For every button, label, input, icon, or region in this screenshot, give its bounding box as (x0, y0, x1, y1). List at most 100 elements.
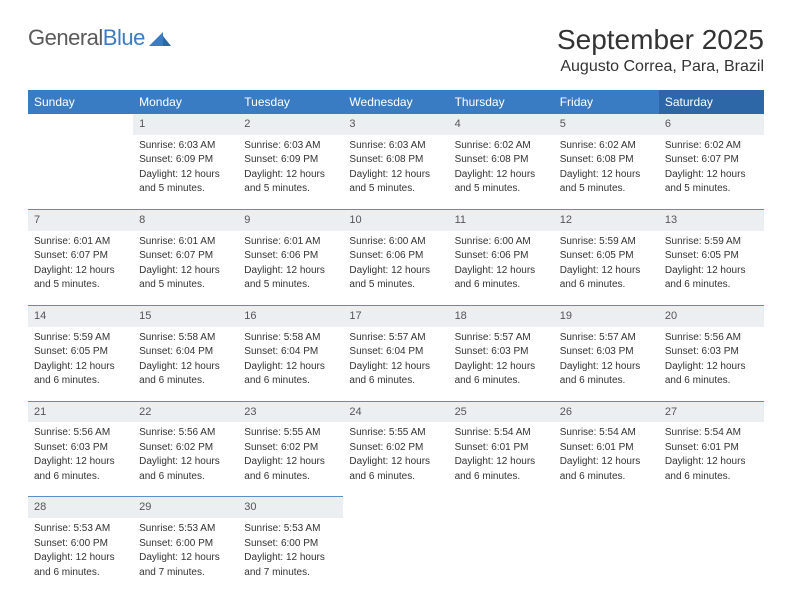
day-number: 7 (28, 209, 133, 231)
detail-daylight1: Daylight: 12 hours (455, 264, 548, 278)
detail-sunrise: Sunrise: 6:00 AM (349, 235, 442, 249)
detail-sunrise: Sunrise: 5:55 AM (349, 426, 442, 440)
day-cell: 21Sunrise: 5:56 AMSunset: 6:03 PMDayligh… (28, 401, 133, 497)
detail-daylight2: and 5 minutes. (349, 278, 442, 292)
detail-sunset: Sunset: 6:07 PM (139, 249, 232, 263)
day-header-wed: Wednesday (343, 90, 448, 114)
detail-sunrise: Sunrise: 6:01 AM (34, 235, 127, 249)
detail-daylight1: Daylight: 12 hours (455, 455, 548, 469)
day-number: 9 (238, 209, 343, 231)
detail-daylight1: Daylight: 12 hours (34, 455, 127, 469)
detail-daylight1: Daylight: 12 hours (455, 360, 548, 374)
detail-sunrise: Sunrise: 5:59 AM (560, 235, 653, 249)
day-cell: 19Sunrise: 5:57 AMSunset: 6:03 PMDayligh… (554, 305, 659, 401)
day-details: Sunrise: 6:03 AMSunset: 6:09 PMDaylight:… (133, 135, 238, 209)
day-number: 21 (28, 401, 133, 423)
day-cell: 28Sunrise: 5:53 AMSunset: 6:00 PMDayligh… (28, 496, 133, 592)
day-details: Sunrise: 5:54 AMSunset: 6:01 PMDaylight:… (554, 422, 659, 496)
detail-daylight2: and 5 minutes. (244, 182, 337, 196)
detail-daylight2: and 6 minutes. (139, 470, 232, 484)
page-header: GeneralBlue September 2025 Augusto Corre… (28, 24, 764, 76)
day-details: Sunrise: 5:54 AMSunset: 6:01 PMDaylight:… (449, 422, 554, 496)
day-number: 19 (554, 305, 659, 327)
day-details: Sunrise: 5:59 AMSunset: 6:05 PMDaylight:… (659, 231, 764, 305)
day-number: 30 (238, 496, 343, 518)
week-row: 28Sunrise: 5:53 AMSunset: 6:00 PMDayligh… (28, 496, 764, 592)
day-cell: 24Sunrise: 5:55 AMSunset: 6:02 PMDayligh… (343, 401, 448, 497)
day-details: Sunrise: 5:54 AMSunset: 6:01 PMDaylight:… (659, 422, 764, 496)
day-details: Sunrise: 5:56 AMSunset: 6:03 PMDaylight:… (659, 327, 764, 401)
detail-daylight1: Daylight: 12 hours (560, 455, 653, 469)
day-cell: 30 Sunrise: 5:53 AMSunset: 6:00 PMDayligh… (238, 496, 343, 592)
detail-sunset: Sunset: 6:04 PM (244, 345, 337, 359)
detail-daylight1: Daylight: 12 hours (139, 551, 232, 565)
detail-daylight1: Daylight: 12 hours (244, 360, 337, 374)
day-cell: 16Sunrise: 5:58 AMSunset: 6:04 PMDayligh… (238, 305, 343, 401)
day-cell: 5Sunrise: 6:02 AMSunset: 6:08 PMDaylight… (554, 114, 659, 209)
detail-daylight1: Daylight: 12 hours (665, 168, 758, 182)
day-details: Sunrise: 5:56 AMSunset: 6:02 PMDaylight:… (133, 422, 238, 496)
day-details: Sunrise: 5:55 AMSunset: 6:02 PMDaylight:… (343, 422, 448, 496)
detail-sunrise: Sunrise: 5:56 AM (34, 426, 127, 440)
detail-daylight1: Daylight: 12 hours (34, 551, 127, 565)
detail-sunset: Sunset: 6:00 PM (34, 537, 127, 551)
day-cell: 29Sunrise: 5:53 AMSunset: 6:00 PMDayligh… (133, 496, 238, 592)
detail-sunrise: Sunrise: 6:02 AM (560, 139, 653, 153)
day-header-thu: Thursday (449, 90, 554, 114)
detail-daylight2: and 6 minutes. (349, 470, 442, 484)
detail-sunset: Sunset: 6:03 PM (560, 345, 653, 359)
logo-triangle-icon (149, 26, 171, 52)
day-details: Sunrise: 5:58 AMSunset: 6:04 PMDaylight:… (133, 327, 238, 401)
detail-sunrise: Sunrise: 6:02 AM (665, 139, 758, 153)
day-number: 26 (554, 401, 659, 423)
detail-daylight2: and 6 minutes. (139, 374, 232, 388)
day-cell: 7Sunrise: 6:01 AMSunset: 6:07 PMDaylight… (28, 209, 133, 305)
day-header-sat: Saturday (659, 90, 764, 114)
day-number: 12 (554, 209, 659, 231)
day-number: 15 (133, 305, 238, 327)
detail-sunset: Sunset: 6:00 PM (244, 537, 337, 551)
day-number: 13 (659, 209, 764, 231)
detail-sunset: Sunset: 6:05 PM (560, 249, 653, 263)
detail-daylight2: and 7 minutes. (139, 566, 232, 580)
day-number: 1 (133, 114, 238, 135)
detail-daylight1: Daylight: 12 hours (665, 455, 758, 469)
day-number: 11 (449, 209, 554, 231)
day-cell: 15Sunrise: 5:58 AMSunset: 6:04 PMDayligh… (133, 305, 238, 401)
day-header-tue: Tuesday (238, 90, 343, 114)
day-number: 18 (449, 305, 554, 327)
day-header-mon: Monday (133, 90, 238, 114)
detail-daylight2: and 6 minutes. (349, 374, 442, 388)
day-cell: 17Sunrise: 5:57 AMSunset: 6:04 PMDayligh… (343, 305, 448, 401)
detail-daylight2: and 5 minutes. (34, 278, 127, 292)
detail-daylight2: and 6 minutes. (560, 374, 653, 388)
day-number: 6 (659, 114, 764, 135)
day-number: 24 (343, 401, 448, 423)
detail-daylight2: and 6 minutes. (34, 470, 127, 484)
detail-sunset: Sunset: 6:02 PM (349, 441, 442, 455)
day-number: 2 (238, 114, 343, 135)
day-details: Sunrise: 5:55 AMSunset: 6:02 PMDaylight:… (238, 422, 343, 496)
detail-sunrise: Sunrise: 5:57 AM (560, 331, 653, 345)
detail-sunset: Sunset: 6:06 PM (455, 249, 548, 263)
detail-daylight1: Daylight: 12 hours (244, 551, 337, 565)
day-cell (659, 496, 764, 592)
day-cell: 12Sunrise: 5:59 AMSunset: 6:05 PMDayligh… (554, 209, 659, 305)
detail-sunset: Sunset: 6:03 PM (665, 345, 758, 359)
day-details: Sunrise: 5:57 AMSunset: 6:03 PMDaylight:… (554, 327, 659, 401)
detail-sunrise: Sunrise: 5:53 AM (244, 522, 337, 536)
detail-sunrise: Sunrise: 6:03 AM (139, 139, 232, 153)
day-details: Sunrise: 6:00 AMSunset: 6:06 PMDaylight:… (343, 231, 448, 305)
detail-daylight1: Daylight: 12 hours (139, 264, 232, 278)
detail-sunset: Sunset: 6:09 PM (244, 153, 337, 167)
detail-sunrise: Sunrise: 6:03 AM (349, 139, 442, 153)
detail-daylight2: and 5 minutes. (349, 182, 442, 196)
detail-sunrise: Sunrise: 5:55 AM (244, 426, 337, 440)
detail-daylight1: Daylight: 12 hours (244, 264, 337, 278)
day-cell (449, 496, 554, 592)
day-details: Sunrise: 6:03 AMSunset: 6:09 PMDaylight:… (238, 135, 343, 209)
detail-daylight1: Daylight: 12 hours (139, 455, 232, 469)
detail-sunrise: Sunrise: 6:00 AM (455, 235, 548, 249)
detail-sunset: Sunset: 6:06 PM (244, 249, 337, 263)
detail-daylight2: and 6 minutes. (455, 374, 548, 388)
